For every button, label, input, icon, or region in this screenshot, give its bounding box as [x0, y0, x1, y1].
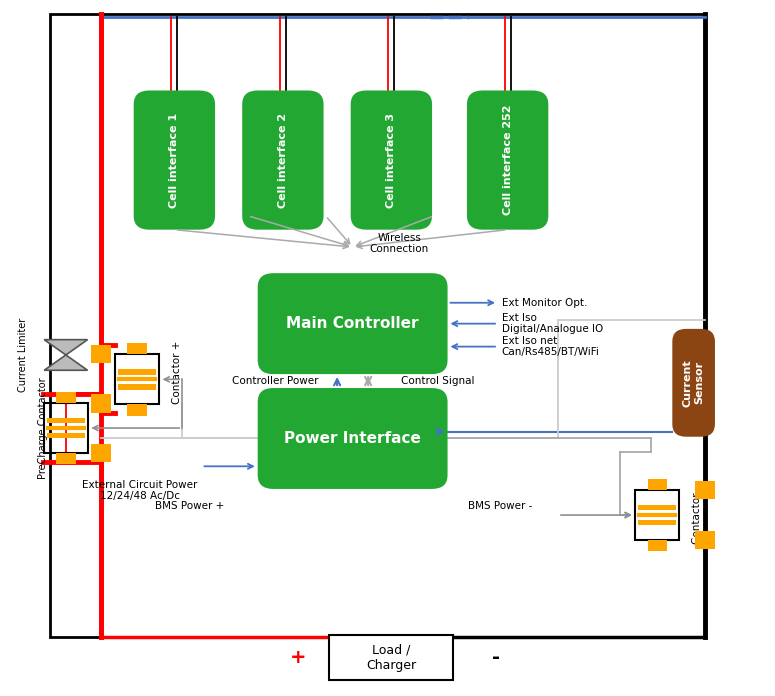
Bar — [127, 343, 146, 354]
Bar — [329, 635, 453, 681]
FancyBboxPatch shape — [467, 90, 549, 230]
Bar — [648, 479, 666, 490]
Text: Ext Iso net
Can/Rs485/BT/WiFi: Ext Iso net Can/Rs485/BT/WiFi — [502, 335, 600, 358]
Bar — [127, 404, 146, 416]
Text: Ext Monitor Opt.: Ext Monitor Opt. — [502, 298, 587, 308]
Text: PreCharge Contactor: PreCharge Contactor — [38, 377, 47, 479]
Text: Power Interface: Power Interface — [284, 431, 421, 446]
Bar — [648, 540, 666, 551]
Bar — [91, 345, 111, 363]
Bar — [118, 369, 157, 374]
Bar — [695, 531, 715, 549]
FancyBboxPatch shape — [673, 329, 715, 437]
Bar — [57, 392, 76, 403]
Bar — [115, 354, 160, 404]
Bar — [47, 418, 85, 423]
FancyBboxPatch shape — [133, 90, 215, 230]
Bar — [639, 505, 676, 510]
Bar — [57, 453, 76, 464]
Polygon shape — [44, 340, 88, 355]
Text: BMS Power +: BMS Power + — [155, 501, 225, 512]
Text: Cell interface 2: Cell interface 2 — [278, 113, 288, 207]
Text: Cell interface 1: Cell interface 1 — [170, 113, 179, 207]
Bar — [639, 520, 676, 525]
Bar — [91, 395, 111, 413]
Text: Wireless
Connection: Wireless Connection — [370, 232, 429, 255]
Text: Controller Power: Controller Power — [232, 376, 319, 386]
Text: BMS Power -: BMS Power - — [467, 501, 532, 512]
Text: Cell interface 252: Cell interface 252 — [503, 105, 512, 215]
Bar — [50, 14, 705, 637]
FancyBboxPatch shape — [257, 273, 448, 374]
Text: Contactor -: Contactor - — [692, 486, 702, 544]
Text: External Circuit Power
12/24/48 Ac/Dc: External Circuit Power 12/24/48 Ac/Dc — [82, 480, 197, 502]
Text: +: + — [290, 648, 307, 667]
FancyBboxPatch shape — [257, 388, 448, 489]
Text: -: - — [492, 648, 500, 667]
Bar — [91, 444, 111, 462]
FancyBboxPatch shape — [242, 90, 324, 230]
Bar — [44, 403, 88, 453]
Bar — [118, 384, 157, 390]
Text: Contactor +: Contactor + — [172, 340, 182, 404]
Bar — [47, 433, 85, 438]
Text: Ext Iso
Digital/Analogue IO: Ext Iso Digital/Analogue IO — [502, 313, 603, 335]
Text: Control Signal: Control Signal — [401, 376, 474, 386]
Text: Current
Sensor: Current Sensor — [683, 359, 704, 406]
Bar — [635, 490, 679, 540]
Text: Current Limiter: Current Limiter — [19, 318, 28, 392]
Bar — [695, 481, 715, 499]
Text: Main Controller: Main Controller — [287, 316, 418, 331]
FancyBboxPatch shape — [350, 90, 432, 230]
Text: Cell interface 3: Cell interface 3 — [387, 113, 396, 207]
Polygon shape — [44, 355, 88, 370]
Text: Load /
Charger: Load / Charger — [367, 644, 416, 672]
Bar — [91, 394, 111, 412]
